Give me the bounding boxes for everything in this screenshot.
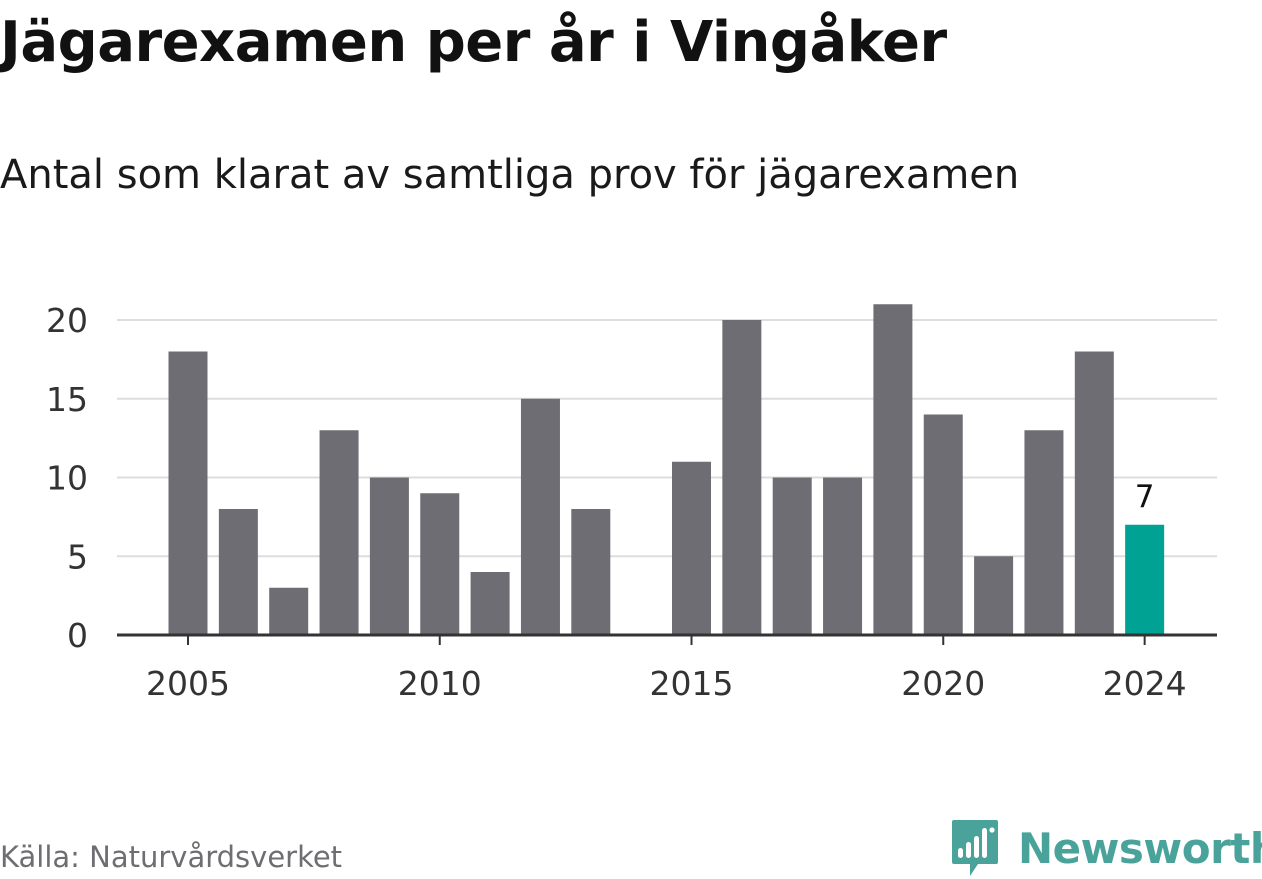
bar-2007 xyxy=(269,587,309,635)
chart-subtitle: Antal som klarat av samtliga prov för jä… xyxy=(0,152,1020,198)
bar-2017 xyxy=(772,477,812,635)
bar-2024 xyxy=(1125,524,1165,635)
source-note: Källa: Naturvårdsverket xyxy=(0,840,343,874)
bar-2023 xyxy=(1074,351,1114,635)
x-axis-ticks: 2005 2010 2015 2020 2024 xyxy=(146,635,1187,703)
chart-title: Jägarexamen per år i Vingåker xyxy=(0,10,947,75)
brand-logo: Newsworthy xyxy=(950,818,1262,878)
bar-2005 xyxy=(168,351,208,635)
x-tick-label: 2005 xyxy=(146,664,230,703)
y-tick-label: 20 xyxy=(46,301,88,340)
bar-2015 xyxy=(672,461,711,635)
y-tick-label: 15 xyxy=(46,380,88,419)
bar-2019 xyxy=(873,304,913,635)
x-tick-label: 2020 xyxy=(901,664,985,703)
bar-2008 xyxy=(319,430,359,635)
bar-2011 xyxy=(470,572,510,635)
y-tick-label: 5 xyxy=(67,537,88,576)
newsworthy-logo-icon xyxy=(952,820,998,876)
brand-name: Newsworthy xyxy=(1018,823,1262,873)
x-tick-label: 2015 xyxy=(650,664,734,703)
y-tick-label: 10 xyxy=(46,459,88,498)
bar-2018 xyxy=(823,477,863,635)
x-tick-label: 2010 xyxy=(398,664,482,703)
bar-2010 xyxy=(420,493,460,635)
bar-2013 xyxy=(571,509,611,635)
bar-2012 xyxy=(520,398,560,635)
data-labels: 7 xyxy=(1135,479,1155,515)
bar-2021 xyxy=(974,556,1014,635)
bar-2020 xyxy=(923,414,963,635)
data-label-2024: 7 xyxy=(1135,479,1155,515)
bars xyxy=(168,304,1165,635)
bar-2009 xyxy=(369,477,409,635)
bar-2022 xyxy=(1024,430,1064,635)
bar-2016 xyxy=(722,320,762,635)
y-axis-ticks: 0 5 10 15 20 xyxy=(46,301,88,655)
bar-2006 xyxy=(218,509,258,635)
x-tick-label: 2024 xyxy=(1103,664,1187,703)
y-tick-label: 0 xyxy=(67,616,88,655)
